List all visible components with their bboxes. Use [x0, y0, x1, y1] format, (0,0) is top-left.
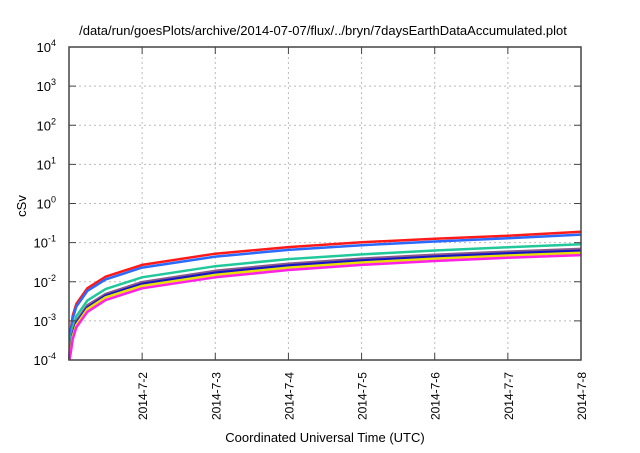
y-tick-label: 10-1: [34, 234, 56, 251]
x-tick-label: 2014-7-7: [502, 372, 516, 420]
y-tick-label: 10-3: [34, 312, 56, 329]
y-tick-label: 101: [37, 155, 56, 172]
y-tick-label: 103: [37, 77, 56, 94]
y-tick-label: 100: [37, 195, 56, 212]
x-axis-label: Coordinated Universal Time (UTC): [225, 430, 424, 445]
y-tick-label: 10-2: [34, 273, 56, 290]
y-tick-label: 104: [37, 38, 56, 55]
x-tick-label: 2014-7-8: [575, 372, 589, 420]
y-axis-label: cSv: [14, 195, 29, 217]
y-tick-label: 10-4: [34, 351, 56, 368]
series-line-teal: [68, 242, 582, 361]
x-tick-label: 2014-7-3: [209, 372, 223, 420]
x-tick-label: 2014-7-5: [356, 372, 370, 420]
x-tick-label: 2014-7-6: [429, 372, 443, 420]
series-line-magenta: [68, 253, 582, 361]
y-tick-label: 102: [37, 116, 56, 133]
x-tick-label: 2014-7-2: [136, 372, 150, 420]
plot-frame: [68, 46, 582, 361]
x-tick-label: 2014-7-4: [282, 372, 296, 420]
chart-title: /data/run/goesPlots/archive/2014-07-07/f…: [79, 23, 567, 38]
series-line-yellow: [68, 251, 582, 361]
series-line-blue: [68, 233, 582, 361]
